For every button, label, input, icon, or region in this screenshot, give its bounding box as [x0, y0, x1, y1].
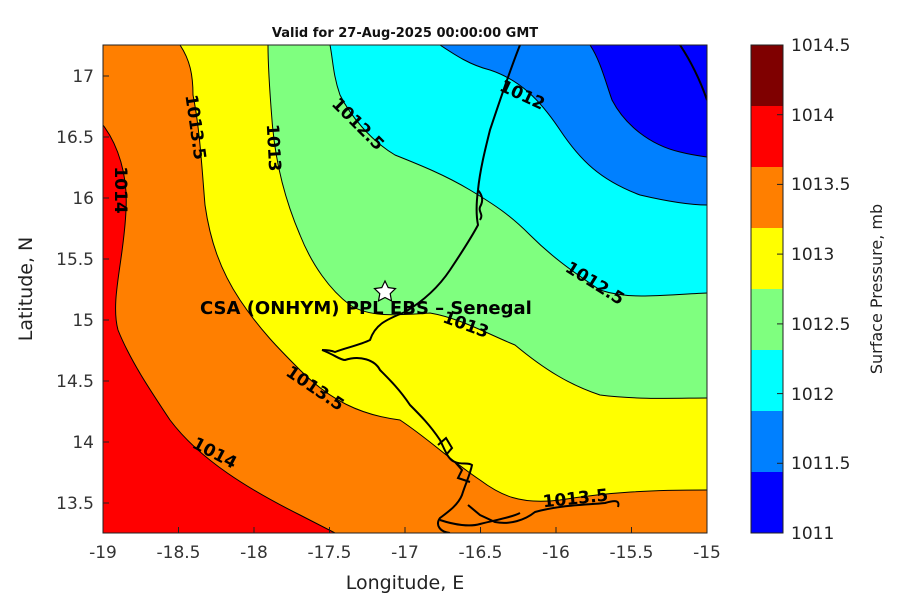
y-tick-label: 16	[72, 189, 94, 209]
colorbar-swatch	[751, 106, 783, 167]
coastline	[321, 45, 707, 533]
x-tick-label: -15.5	[610, 543, 654, 563]
colorbar-tick-label: 1014.5	[791, 36, 850, 56]
x-tick-label: -18.5	[157, 543, 201, 563]
chart-title: Valid for 27-Aug-2025 00:00:00 GMT	[272, 26, 538, 41]
site-label: CSA (ONHYM) PPL EBS – Senegal	[200, 298, 532, 319]
x-tick-label: -17	[391, 543, 419, 563]
band-1011-1011.5	[590, 45, 707, 157]
contour-lines	[103, 45, 707, 533]
x-tick-label: -17.5	[308, 543, 352, 563]
y-tick-label: 15	[72, 311, 94, 331]
y-tick-label: 13.5	[56, 494, 94, 514]
colorbar-tick-label: 1011.5	[791, 454, 850, 474]
colorbar-swatch	[751, 472, 783, 533]
x-tick-label: -18	[240, 543, 268, 563]
colorbar-label: Surface Pressure, mb	[867, 204, 886, 374]
colorbar-swatch	[751, 167, 783, 228]
colorbar-tick-label: 1012.5	[791, 315, 850, 335]
colorbar-swatch	[751, 289, 783, 350]
x-axis: -19 -18.5 -18 -17.5 -17 -16.5 -16 -15.5 …	[89, 527, 721, 594]
y-axis: 17 16.5 16 15.5 15 14.5 14 13.5 Latitude…	[15, 67, 109, 514]
x-tick-label: -15	[693, 543, 721, 563]
x-tick-label: -19	[89, 543, 117, 563]
colorbar-frame	[750, 44, 784, 534]
pressure-field: 1014 1014 1013.5 1013.5 1013.5 1013 1013…	[103, 45, 707, 533]
y-tick-label: 16.5	[56, 128, 94, 148]
colorbar-tick-label: 1013	[791, 245, 834, 265]
band-1014-1014.5	[103, 45, 335, 533]
contour-label: 1014	[110, 166, 130, 213]
colorbar-tick-label: 1014	[791, 106, 834, 126]
y-tick-label: 17	[72, 67, 94, 87]
contour-label: 1013	[262, 124, 284, 172]
x-tick-label: -16.5	[459, 543, 503, 563]
y-axis-label: Latitude, N	[15, 237, 37, 342]
colorbar-swatch	[751, 411, 783, 472]
y-tick-label: 14.5	[56, 372, 94, 392]
colorbar-tick-label: 1011	[791, 524, 834, 544]
y-tick-label: 14	[72, 433, 94, 453]
colorbar-swatch	[751, 228, 783, 289]
colorbar-swatch	[751, 45, 783, 106]
colorbar: 1014.5 1014 1013.5 1013 1012.5 1012 1011…	[750, 36, 886, 544]
colorbar-tick-label: 1012	[791, 385, 834, 405]
site-star-icon	[373, 279, 397, 302]
colorbar-tick-label: 1013.5	[791, 175, 850, 195]
x-tick-label: -16	[542, 543, 570, 563]
x-axis-label: Longitude, E	[346, 572, 465, 594]
colorbar-swatch	[751, 350, 783, 411]
y-tick-label: 15.5	[56, 250, 94, 270]
